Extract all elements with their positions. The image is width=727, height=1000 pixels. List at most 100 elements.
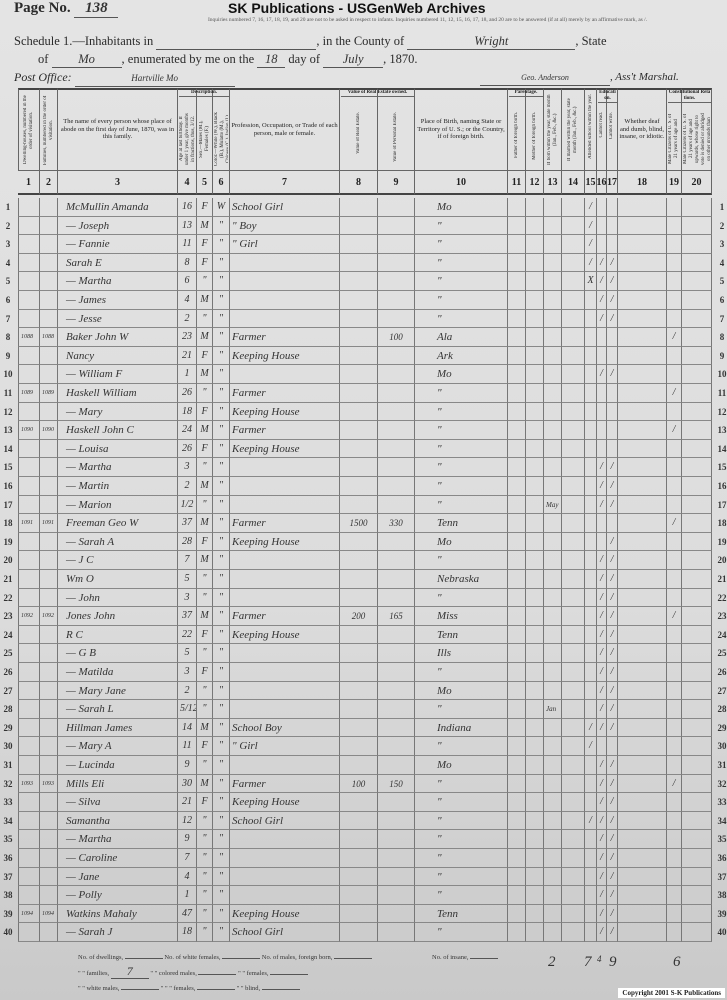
instruction-note: Inquiries numbered 7, 16, 17, 18, 19, an… [207,17,648,23]
attended-school [585,477,597,496]
line-number-right: 32 [717,778,727,789]
sex: F [197,253,213,273]
column-number-15: 15 [585,170,597,195]
deaf-blind-insane [618,570,667,589]
mother-foreign [526,421,544,440]
column-number-7: 7 [230,170,340,195]
birthplace: " [415,700,508,719]
personal-estate-value [378,309,415,329]
citizen-21 [667,681,682,701]
father-foreign [508,458,526,477]
person-name: Baker John W [58,328,178,347]
cannot-write: / [607,272,618,291]
line-number-right: 9 [719,350,725,361]
column-number-6: 6 [213,170,230,195]
dwelling-number [18,365,40,384]
married-month [562,793,585,812]
line-number-right: 22 [717,592,727,603]
birthplace: " [415,774,508,794]
attended-school [585,607,597,626]
married-month [562,346,585,366]
line-number-left: 34 [3,815,13,826]
white-males-value [121,989,160,990]
county-value: Wright [407,34,576,50]
sex: F [197,235,213,254]
cannot-read: / [597,253,607,273]
line-number-right: 31 [717,760,727,770]
cannot-write [607,328,618,347]
attended-school [585,663,597,682]
age: 1/2 [178,495,197,515]
born-month [544,849,562,868]
citizen-21 [667,663,682,682]
line-number-right: 26 [717,667,727,677]
sex: M [197,365,213,384]
occupation [230,644,340,663]
occupation: Farmer [230,774,340,794]
line-number-left: 30 [3,741,13,752]
cannot-write: / [607,588,618,608]
dwelling-number [18,495,40,515]
married-month [562,272,585,291]
attended-school [585,681,597,701]
citizen-21 [667,439,682,459]
birthplace: Tenn [415,514,508,533]
column-number-1: 1 [18,170,40,195]
sex: M [197,421,213,440]
line-number-left: 38 [3,890,13,901]
line-number-left: 12 [3,406,13,417]
age: 47 [178,904,197,924]
born-month [544,458,562,477]
born-month [544,477,562,496]
real-estate-value [340,756,378,775]
mother-foreign [526,514,544,533]
citizen-21 [667,365,682,384]
married-month [562,291,585,310]
color: " [213,718,230,738]
person-name: — Lucinda [58,756,178,775]
cannot-read [597,198,607,217]
born-month [544,551,562,570]
personal-estate-value [378,588,415,608]
deaf-blind-insane [618,793,667,812]
born-month [544,774,562,794]
dwelling-number: 1090 [18,421,40,440]
mother-foreign [526,458,544,477]
line-number-right: 21 [717,574,727,584]
father-foreign [508,253,526,273]
married-month [562,328,585,347]
vote-denied [682,495,712,515]
occupation: Farmer [230,328,340,347]
family-number [40,793,58,812]
line-number-left: 25 [3,648,13,659]
white-females-label: No. of white females, [164,954,221,961]
cannot-write [607,346,618,366]
citizen-21: / [667,384,682,403]
citizen-21 [667,830,682,849]
line-number-right: 3 [719,239,725,250]
attended-school [585,644,597,663]
column-header-2: Families, numbered in the order of visit… [40,88,58,170]
dwelling-number [18,625,40,645]
deaf-blind-insane [618,811,667,831]
personal-estate-value [378,867,415,887]
column-number-16: 16 [597,170,607,195]
deaf-blind-insane [618,923,667,942]
column-header-text: Cannot write. [609,112,614,140]
deaf-blind-insane [618,365,667,384]
column-header-text: Cannot read. [598,112,604,138]
color: " [213,886,230,905]
occupation: School Girl [230,198,340,217]
cannot-read: / [597,681,607,701]
age: 2 [178,477,197,496]
mother-foreign [526,551,544,570]
citizen-21 [667,235,682,254]
line-number-right: 6 [719,295,725,305]
cannot-write: / [607,532,618,552]
birthplace: Miss [415,607,508,626]
person-name: — John [58,588,178,608]
line-number-left: 18 [3,518,13,529]
deaf-blind-insane [618,867,667,887]
deaf-blind-insane [618,644,667,663]
age: 12 [178,811,197,831]
